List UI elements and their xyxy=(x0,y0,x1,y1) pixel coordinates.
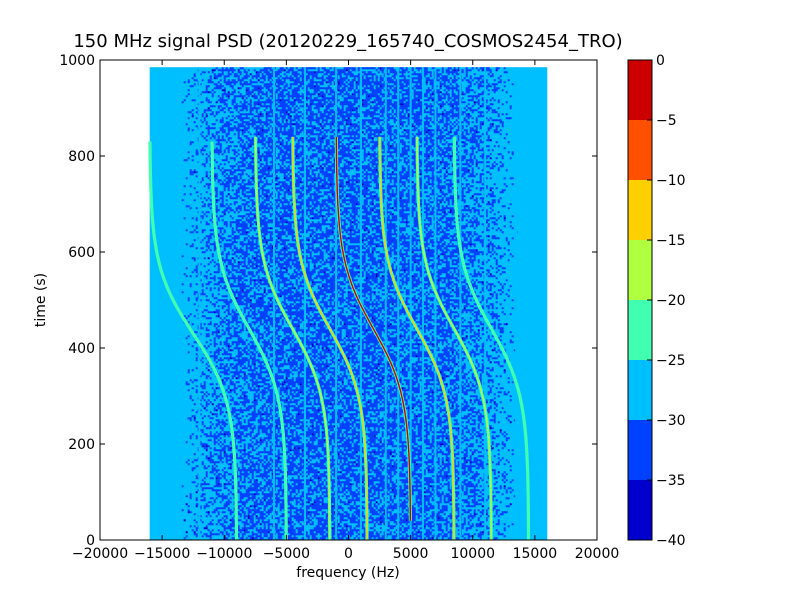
y-axis-ticks: 0 200 400 600 800 1000 xyxy=(59,53,597,549)
doppler-track xyxy=(254,136,331,540)
y-tick-label: 0 xyxy=(86,533,95,549)
colorbar-tick-label: −10 xyxy=(656,173,686,189)
noise-speckle xyxy=(181,67,518,540)
y-tick-label: 200 xyxy=(68,437,95,453)
doppler-track xyxy=(292,136,368,540)
x-tick-label: 15000 xyxy=(513,546,558,562)
colorbar-tick-label: −20 xyxy=(656,293,686,309)
colorbar-tick-label: −40 xyxy=(656,533,686,549)
colorbar-tick-label: −15 xyxy=(656,233,686,249)
y-tick-label: 1000 xyxy=(59,53,95,69)
doppler-track xyxy=(416,136,492,540)
doppler-track xyxy=(149,141,238,540)
colorbar-band xyxy=(628,60,652,120)
colorbar-tick-label: −35 xyxy=(656,473,686,489)
x-tick-label: 10000 xyxy=(450,546,495,562)
colorbar: 0 −5 −10 −15 −20 −25 −30 −35 −40 xyxy=(627,53,686,549)
y-tick-label: 800 xyxy=(68,149,95,165)
doppler-tracks xyxy=(148,136,531,540)
chart-title: 150 MHz signal PSD (20120229_165740_COSM… xyxy=(73,31,622,52)
x-tick-label: −10000 xyxy=(196,546,252,562)
colorbar-band xyxy=(628,300,652,360)
x-axis-label: frequency (Hz) xyxy=(296,565,399,581)
colorbar-band xyxy=(628,240,652,300)
x-tick-label: −5000 xyxy=(263,546,310,562)
psd-heatmap xyxy=(149,67,548,540)
colorbar-tick-label: 0 xyxy=(656,53,665,69)
doppler-track xyxy=(453,136,530,540)
colorbar-tick-label: −30 xyxy=(656,413,686,429)
colorbar-band xyxy=(628,420,652,480)
colorbar-tick-label: −5 xyxy=(656,113,677,129)
doppler-track xyxy=(379,136,455,540)
colorbar-band xyxy=(628,480,652,540)
x-tick-label: 0 xyxy=(344,546,353,562)
x-tick-label: 20000 xyxy=(575,546,620,562)
y-tick-label: 400 xyxy=(68,341,95,357)
colorbar-band xyxy=(628,180,652,240)
x-tick-label: −20000 xyxy=(72,546,128,562)
y-axis-label: time (s) xyxy=(33,273,49,327)
colorbar-band xyxy=(628,120,652,180)
doppler-track xyxy=(335,136,412,521)
x-tick-label: −15000 xyxy=(134,546,190,562)
y-tick-label: 600 xyxy=(68,245,95,261)
doppler-track xyxy=(211,141,287,540)
colorbar-band xyxy=(628,360,652,420)
x-tick-label: 5000 xyxy=(393,546,429,562)
x-axis-ticks: −20000 −15000 −10000 −5000 0 5000 10000 15000 20… xyxy=(72,60,619,562)
colorbar-tick-label: −25 xyxy=(656,353,686,369)
